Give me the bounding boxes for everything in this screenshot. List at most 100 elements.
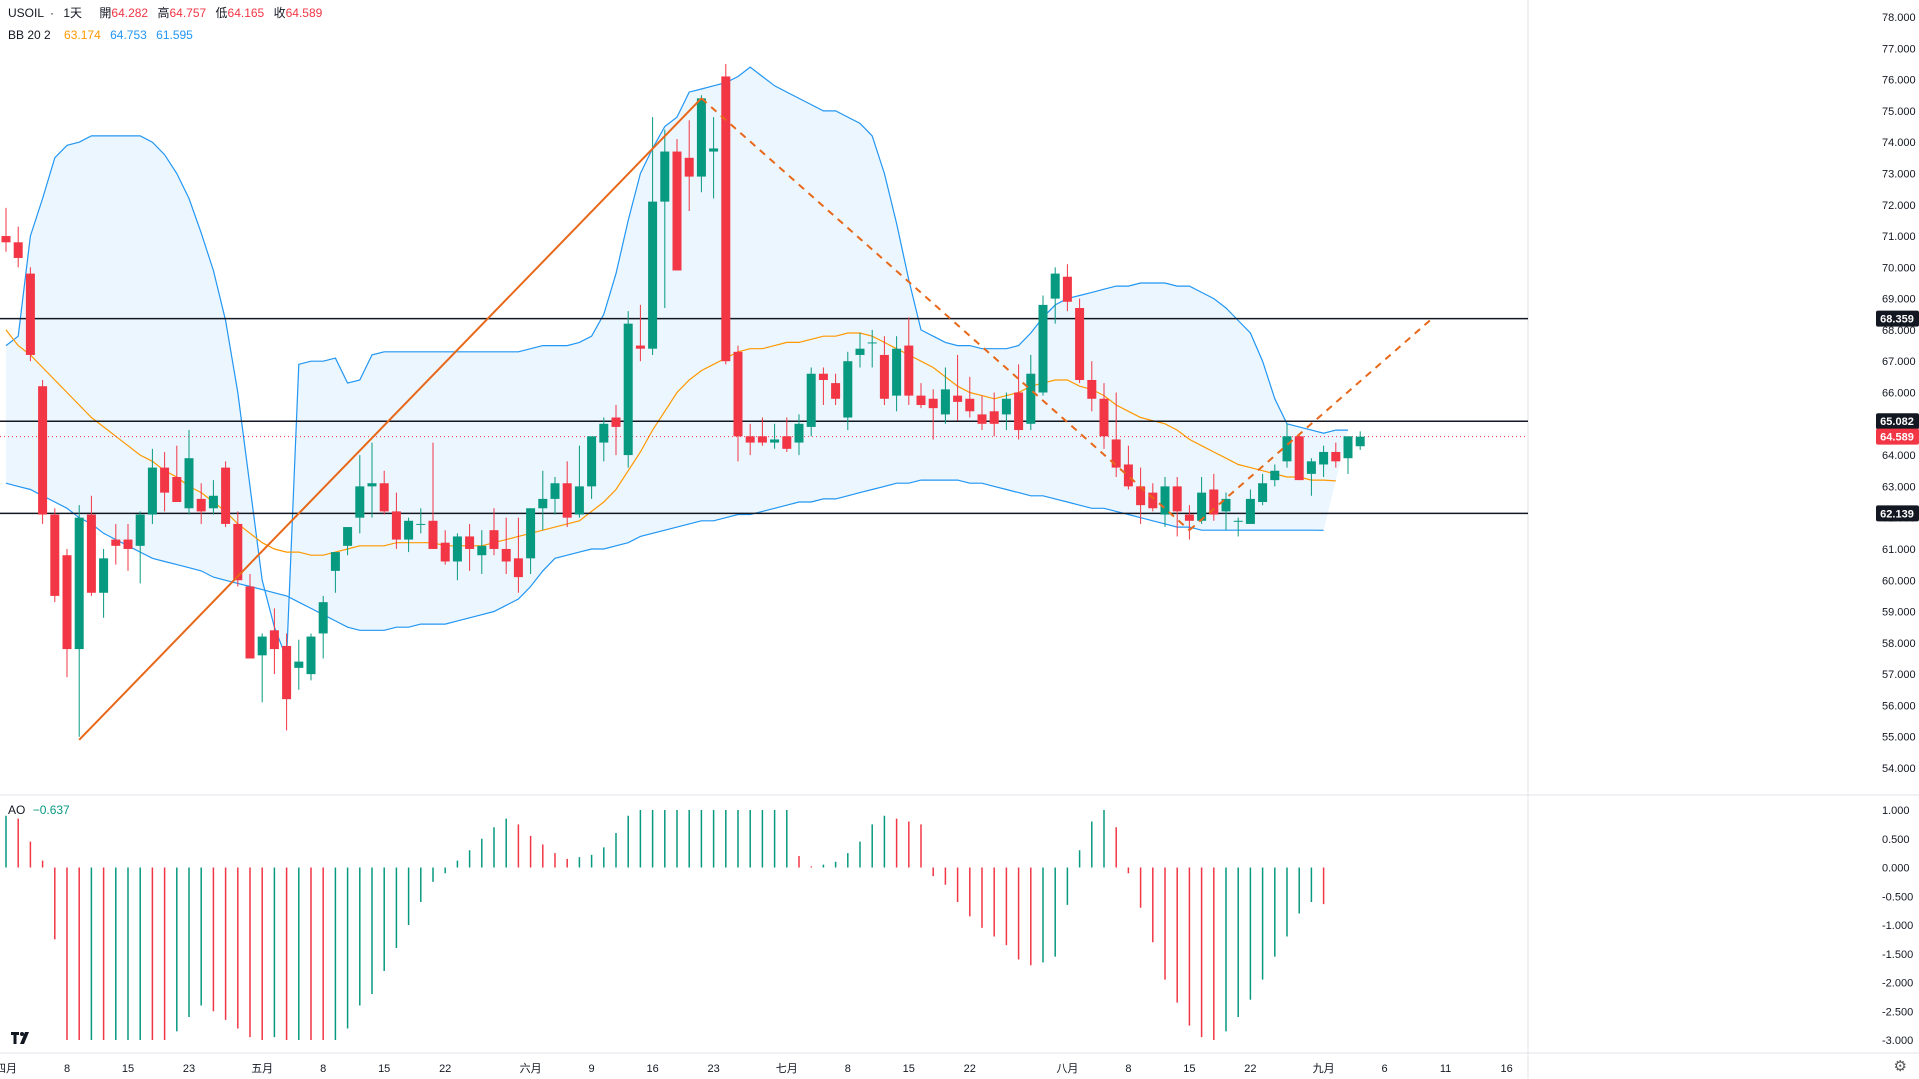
candle-body bbox=[940, 389, 950, 415]
ohlc-high-value: 64.757 bbox=[169, 6, 207, 20]
time-tick-label: 八月 bbox=[1056, 1063, 1078, 1075]
candle-body bbox=[574, 486, 584, 515]
candle bbox=[538, 470, 548, 531]
candle-body bbox=[172, 476, 182, 503]
bollinger-band-fill bbox=[6, 67, 1348, 659]
candle bbox=[1172, 476, 1182, 537]
candle-body bbox=[977, 414, 987, 424]
candle-body bbox=[904, 345, 914, 396]
candle bbox=[1319, 445, 1329, 477]
candle-body bbox=[404, 520, 414, 540]
candle bbox=[1099, 383, 1109, 449]
price-tick-label: 57.000 bbox=[1882, 669, 1916, 681]
bb-lower-value: 61.595 bbox=[156, 28, 193, 42]
candle-body bbox=[489, 530, 499, 549]
candle-body bbox=[330, 552, 340, 571]
ao-label[interactable]: AO bbox=[8, 803, 26, 817]
candle-body bbox=[135, 514, 145, 546]
candle bbox=[635, 304, 645, 362]
time-tick-label: 22 bbox=[964, 1063, 976, 1075]
candle-body bbox=[1221, 498, 1231, 512]
candle bbox=[879, 336, 889, 406]
candle-body bbox=[1001, 398, 1011, 415]
candle-body bbox=[526, 508, 536, 559]
candle-body bbox=[1331, 451, 1341, 462]
candle bbox=[1184, 505, 1194, 540]
candle bbox=[1209, 473, 1219, 521]
candle-body bbox=[928, 398, 938, 409]
level-price-tag-bg bbox=[1876, 413, 1919, 430]
time-tick-label: 15 bbox=[378, 1063, 390, 1075]
price-tick-label: 77.000 bbox=[1882, 43, 1916, 55]
candle-body bbox=[111, 539, 121, 546]
candle-body bbox=[635, 345, 645, 349]
ohlc-close-label: 收 bbox=[273, 6, 286, 20]
candle bbox=[147, 448, 157, 524]
candle bbox=[62, 548, 72, 678]
candle-body bbox=[538, 498, 548, 509]
candle-body bbox=[221, 467, 231, 524]
price-tick-label: 54.000 bbox=[1882, 763, 1916, 775]
bb-basis-value: 63.174 bbox=[64, 28, 101, 42]
candle bbox=[1343, 436, 1353, 474]
time-tick-label: 22 bbox=[439, 1063, 451, 1075]
candle-body bbox=[1197, 492, 1207, 521]
candle bbox=[916, 383, 926, 409]
candle bbox=[782, 417, 792, 452]
price-tick-label: 64.000 bbox=[1882, 450, 1916, 462]
candle-body bbox=[782, 436, 792, 449]
candle bbox=[1245, 489, 1255, 524]
candle bbox=[135, 511, 145, 584]
candle-body bbox=[1111, 439, 1121, 468]
bb-upper-value: 64.753 bbox=[110, 28, 147, 42]
candle bbox=[184, 430, 194, 515]
ao-tick-label: -0.500 bbox=[1882, 891, 1913, 903]
candle bbox=[892, 336, 902, 412]
candle-body bbox=[391, 511, 401, 540]
bb-label[interactable]: BB 20 2 bbox=[8, 28, 51, 42]
candle bbox=[904, 317, 914, 406]
candle-body bbox=[721, 76, 731, 362]
candle-body bbox=[1319, 451, 1329, 465]
price-tick-label: 72.000 bbox=[1882, 200, 1916, 212]
trendline bbox=[1188, 316, 1435, 531]
candle-body bbox=[879, 354, 889, 399]
time-tick-label: 15 bbox=[903, 1063, 915, 1075]
candle bbox=[330, 552, 340, 593]
candle bbox=[709, 117, 719, 199]
candle-body bbox=[1306, 461, 1316, 474]
candle-body bbox=[550, 483, 560, 499]
interval-label[interactable]: 1天 bbox=[63, 6, 83, 20]
bollinger-legend[interactable]: BB 20 2 63.174 64.753 61.595 bbox=[8, 27, 199, 43]
candle-body bbox=[1184, 514, 1194, 521]
candle-body bbox=[867, 342, 877, 344]
price-tick-label: 68.000 bbox=[1882, 325, 1916, 337]
candle-body bbox=[25, 273, 35, 355]
candle bbox=[160, 451, 170, 512]
trendline bbox=[700, 97, 1191, 531]
candle bbox=[1038, 295, 1048, 396]
candle-body bbox=[672, 151, 682, 271]
candle-body bbox=[953, 395, 963, 402]
candle-body bbox=[1294, 436, 1304, 481]
candle-body bbox=[831, 383, 841, 399]
candle-body bbox=[599, 423, 609, 443]
candle-body bbox=[1245, 498, 1255, 524]
price-tick-label: 60.000 bbox=[1882, 575, 1916, 587]
candle bbox=[452, 533, 462, 581]
price-tick-label: 59.000 bbox=[1882, 607, 1916, 619]
candle bbox=[208, 480, 218, 515]
candle bbox=[989, 392, 999, 437]
gear-icon[interactable]: ⚙ bbox=[1893, 1058, 1907, 1075]
symbol-name[interactable]: USOIL bbox=[8, 6, 45, 20]
symbol-legend[interactable]: USOIL · 1天 開64.282 高64.757 低64.165 收64.58… bbox=[8, 5, 328, 21]
candle-body bbox=[282, 645, 292, 700]
candle-body bbox=[1062, 276, 1072, 302]
candle bbox=[1087, 361, 1097, 412]
tradingview-logo-icon[interactable] bbox=[10, 1031, 32, 1047]
candle bbox=[757, 417, 767, 446]
ao-tick-label: -2.000 bbox=[1882, 978, 1913, 990]
candle-body bbox=[1270, 470, 1280, 481]
ao-legend[interactable]: AO −0.637 bbox=[8, 802, 76, 818]
